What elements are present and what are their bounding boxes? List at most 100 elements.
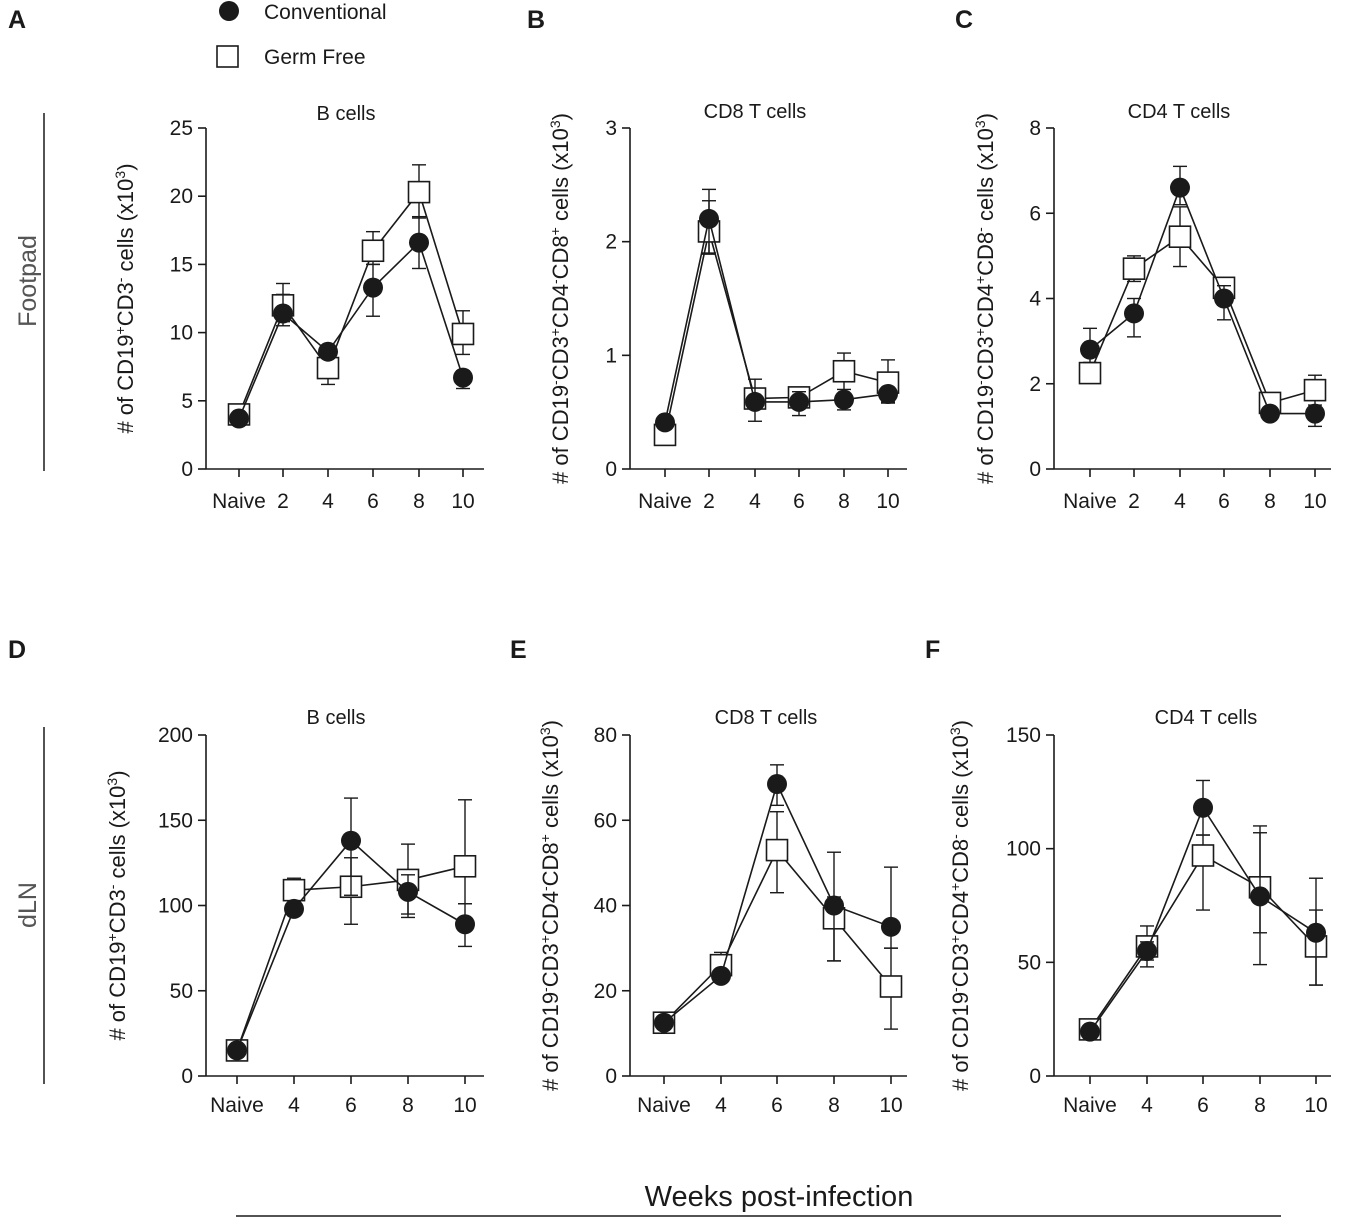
panel-d-ytick-label: 100 <box>158 895 193 918</box>
legend-conventional-label: Conventional <box>264 1 387 24</box>
panel-f-xtick-label: 8 <box>1254 1094 1266 1117</box>
panel-c-ytick-label: 0 <box>1029 458 1041 481</box>
panel-e-xtick-label: 10 <box>879 1094 902 1117</box>
panel-e-conventional-point <box>881 916 901 937</box>
panel-e-germ-free-point <box>879 975 903 998</box>
panel-a: A B cells 0 5 10 15 20 25 Naive 2 4 6 8 10 # of CD19+C… <box>8 6 484 513</box>
panel-c-conventional-point <box>1305 403 1325 424</box>
panel-f-xtick-label: 6 <box>1197 1094 1209 1117</box>
panel-d-germ-free-point <box>453 854 477 878</box>
panel-d-ylabel: # of CD19+CD3- cells (x103) <box>104 770 130 1040</box>
panel-f-xtick-label: 10 <box>1304 1094 1327 1117</box>
panel-e-xtick-label: 8 <box>828 1094 840 1117</box>
panel-e-ylabel: # of CD19-CD3+CD4-CD8+ cells (x103) <box>537 720 563 1091</box>
panel-b-conventional-line <box>664 218 889 423</box>
common-x-axis-label: Weeks post-infection <box>236 1181 1281 1217</box>
panel-d-xtick-label: Naive <box>210 1094 264 1117</box>
panel-b-conventional-point <box>789 391 809 412</box>
panel-a-title: B cells <box>317 103 376 125</box>
panel-e-conventional-point <box>824 895 844 916</box>
panel-a-xtick-label: 6 <box>367 490 379 513</box>
panel-f: F CD4 T cells 0 50 100 150 Naive 4 6 8 10 # of CD19… <box>925 636 1331 1117</box>
panel-c-conventional-line <box>1089 185 1315 415</box>
panel-a-conventional-line <box>238 241 464 419</box>
panel-d: D B cells 0 50 100 150 200 Naive 4 6 8 10 # of CD19+… <box>8 636 484 1117</box>
panel-a-ytick-label: 20 <box>170 185 193 208</box>
panel-a-conventional-point <box>229 408 249 429</box>
panel-f-conventional-point <box>1193 797 1213 818</box>
panel-a-ytick-label: 10 <box>170 322 193 345</box>
panel-e-ytick-label: 0 <box>605 1065 617 1088</box>
panel-a-ytick-label: 0 <box>181 458 193 481</box>
panel-f-letter: F <box>925 636 940 664</box>
panel-c-germ-free-point <box>1168 225 1192 248</box>
legend-germ-free-marker <box>216 45 239 68</box>
panel-c-series-conventional <box>1080 165 1325 428</box>
panel-b-ytick-label: 0 <box>605 458 617 481</box>
panel-f-title: CD4 T cells <box>1155 707 1258 729</box>
panel-c-ytick-label: 8 <box>1029 117 1041 140</box>
panel-c-xtick-label: 6 <box>1218 490 1230 513</box>
panel-c-ytick-label: 6 <box>1029 202 1041 225</box>
panel-b-series-conventional <box>655 200 898 433</box>
panel-a-ylabel: # of CD19+CD3- cells (x103) <box>112 163 138 433</box>
panel-b-conventional-point <box>878 383 898 404</box>
panel-b-xtick-label: 10 <box>876 490 899 513</box>
panel-e-title: CD8 T cells <box>715 707 818 729</box>
panel-e-series-conventional <box>654 764 901 1033</box>
panel-a-ytick-label: 15 <box>170 253 193 276</box>
panel-a-germ-free-point <box>361 239 385 263</box>
panel-d-xtick-label: 8 <box>402 1094 414 1117</box>
panel-a-xtick-label: 2 <box>277 490 289 513</box>
panel-f-germ-free-point <box>1191 844 1215 867</box>
panel-a-ytick-label: 5 <box>181 390 193 413</box>
panel-d-xtick-label: 6 <box>345 1094 357 1117</box>
panel-a-xtick-label: 8 <box>413 490 425 513</box>
panel-e-xtick-label: Naive <box>637 1094 691 1117</box>
row-label-footpad: Footpad <box>14 113 45 471</box>
panel-c-conventional-point <box>1214 288 1234 309</box>
panel-b-germ-free-line <box>664 231 889 436</box>
panel-e-ytick-label: 80 <box>594 724 617 747</box>
panel-a-conventional-point <box>318 341 338 362</box>
row-label-footpad-text: Footpad <box>14 235 42 327</box>
panel-b-title: CD8 T cells <box>704 101 807 123</box>
panel-b-xtick-label: 8 <box>838 490 850 513</box>
panel-c-conventional-point <box>1260 403 1280 424</box>
panel-b-ytick-label: 1 <box>605 344 617 367</box>
panel-d-conventional-point <box>341 830 361 851</box>
panel-e-germ-free-point <box>765 838 789 862</box>
panel-a-letter: A <box>8 6 26 34</box>
panel-d-ytick-label: 50 <box>170 980 193 1003</box>
panel-a-germ-free-line <box>238 190 464 415</box>
panel-d-germ-free-point <box>282 878 306 902</box>
panel-f-xtick-label: 4 <box>1141 1094 1153 1117</box>
panel-e-letter: E <box>510 636 527 664</box>
panel-b-ylabel: # of CD19-CD3+CD4-CD8+ cells (x103) <box>547 113 573 484</box>
panel-d-ytick-label: 0 <box>181 1065 193 1088</box>
panel-a-conventional-point <box>363 277 383 298</box>
panel-a-xtick-label: 10 <box>451 490 474 513</box>
panel-a-ytick-label: 25 <box>170 117 193 140</box>
panel-f-ylabel: # of CD19-CD3+CD4+CD8- cells (x103) <box>947 720 973 1091</box>
panel-e: E CD8 T cells 0 20 40 60 80 Naive 4 6 8 10 # of CD19… <box>510 636 907 1117</box>
panel-f-series-conventional <box>1080 779 1326 1042</box>
panel-a-germ-free-point <box>407 180 431 204</box>
panel-e-ytick-label: 60 <box>594 809 617 832</box>
panel-d-xtick-label: 4 <box>288 1094 300 1117</box>
panel-b-letter: B <box>527 6 545 34</box>
panel-b-conventional-point <box>745 391 765 412</box>
panel-d-conventional-point <box>284 898 304 919</box>
panel-e-conventional-point <box>711 965 731 986</box>
panel-f-ytick-label: 150 <box>1006 724 1041 747</box>
legend-conventional-marker <box>219 1 239 21</box>
panel-c-letter: C <box>955 6 973 34</box>
panel-c-conventional-point <box>1080 339 1100 360</box>
panel-b-ytick-label: 3 <box>605 117 617 140</box>
panel-c-series-germ-free <box>1078 206 1327 417</box>
panel-e-xtick-label: 4 <box>715 1094 727 1117</box>
panel-b-xtick-label: 6 <box>793 490 805 513</box>
panel-e-ytick-label: 40 <box>594 895 617 918</box>
panel-c-xtick-label: 10 <box>1303 490 1326 513</box>
